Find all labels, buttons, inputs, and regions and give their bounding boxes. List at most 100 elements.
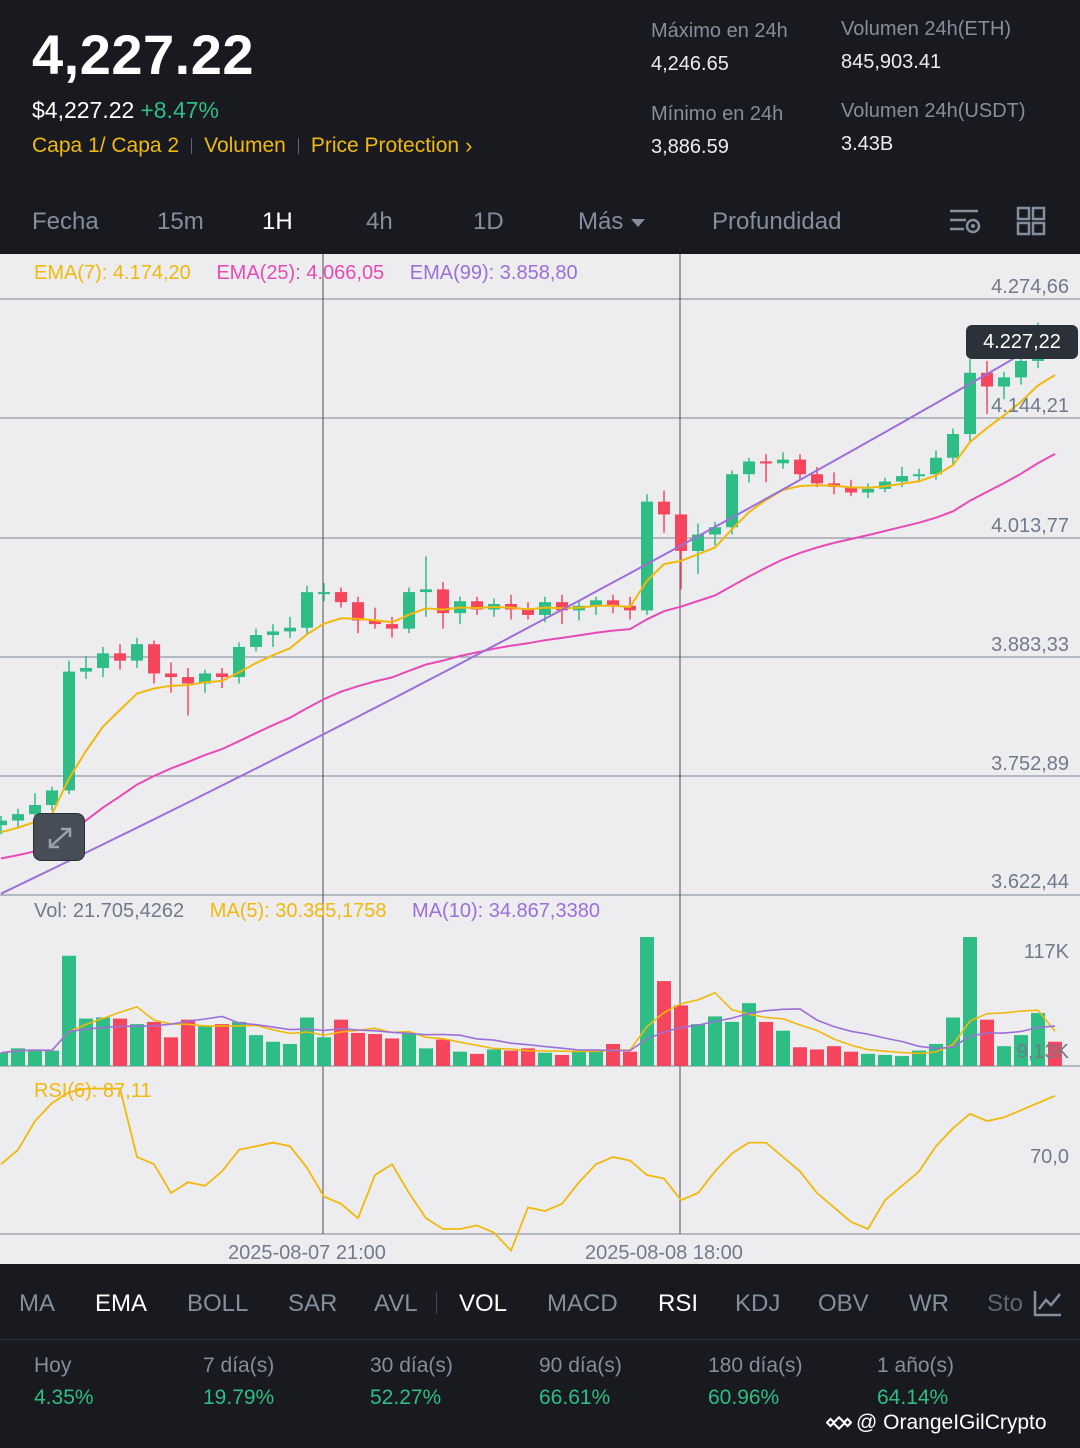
tab-4h[interactable]: 4h bbox=[366, 208, 393, 235]
candle-body bbox=[794, 459, 806, 475]
indicator-boll[interactable]: BOLL bbox=[187, 1290, 249, 1317]
indicator-ma[interactable]: MA bbox=[19, 1290, 55, 1317]
volume-legend: Vol: 21.705,4262 MA(5): 30.385,1758 MA(1… bbox=[34, 900, 620, 923]
perf-1y: 1 año(s) 64.14% bbox=[877, 1354, 954, 1410]
rsi-legend: RSI(6): 87,11 bbox=[34, 1080, 171, 1103]
candle-body bbox=[760, 461, 772, 464]
volume-bar bbox=[912, 1050, 926, 1066]
volume-bar bbox=[725, 1021, 739, 1066]
indicator-rsi[interactable]: RSI bbox=[658, 1290, 699, 1317]
tab-1h[interactable]: 1H bbox=[262, 208, 293, 235]
stat-volume-eth-value: 845,903.41 bbox=[841, 51, 942, 73]
volume-bar bbox=[606, 1043, 620, 1066]
indicator-vol[interactable]: VOL bbox=[459, 1290, 508, 1317]
indicator-wr[interactable]: WR bbox=[909, 1290, 949, 1317]
tab-depth[interactable]: Profundidad bbox=[712, 208, 842, 235]
interval-tabs: Fecha 15m 1H 4h 1D Más Profundidad bbox=[0, 190, 1080, 254]
price-axis-label: 4.144,21 bbox=[991, 395, 1069, 417]
perf-label: 90 día(s) bbox=[539, 1354, 622, 1377]
volume-bar bbox=[759, 1021, 773, 1066]
expand-button[interactable] bbox=[33, 813, 85, 861]
ema7-legend: EMA(7): 4.174,20 bbox=[34, 262, 191, 284]
perf-value: 66.61% bbox=[539, 1386, 611, 1409]
stat-low-label: Mínimo en 24h bbox=[651, 103, 784, 125]
volume-bar bbox=[980, 1019, 994, 1066]
tab-more[interactable]: Más bbox=[578, 208, 646, 236]
volume-bar bbox=[283, 1043, 297, 1066]
perf-90d: 90 día(s) 66.61% bbox=[539, 1354, 622, 1410]
candle-body bbox=[913, 474, 925, 477]
perf-7d: 7 día(s) 19.79% bbox=[203, 1354, 274, 1410]
candle-body bbox=[624, 605, 636, 611]
ema99-line bbox=[0, 333, 1056, 895]
stat-volume-eth-label: Volumen 24h(ETH) bbox=[841, 18, 1012, 40]
watermark-text: @ OrangeIGilCrypto bbox=[856, 1411, 1047, 1434]
tag-layer[interactable]: Capa 1/ Capa 2 bbox=[32, 134, 180, 157]
candle-body bbox=[216, 673, 228, 678]
volume-bar bbox=[334, 1019, 348, 1066]
indicator-macd[interactable]: MACD bbox=[547, 1290, 618, 1317]
vol-axis-label: 117K bbox=[1023, 941, 1069, 963]
volume-bar bbox=[368, 1034, 382, 1066]
volume-bar bbox=[453, 1051, 467, 1066]
ema99-legend: EMA(99): 3.858,80 bbox=[409, 262, 578, 284]
indicator-sar[interactable]: SAR bbox=[288, 1290, 338, 1317]
volume-bar bbox=[487, 1049, 501, 1066]
indicator-obv[interactable]: OBV bbox=[818, 1290, 869, 1317]
candle-body bbox=[403, 592, 415, 629]
rsi-polyline bbox=[0, 1087, 1056, 1253]
tag-row: Capa 1/ Capa 2 Volumen Price Protection … bbox=[32, 133, 472, 159]
volume-bar bbox=[1014, 1035, 1028, 1066]
candle-body bbox=[590, 600, 602, 606]
chevron-right-icon[interactable]: › bbox=[465, 133, 473, 158]
volume-bar bbox=[470, 1053, 484, 1066]
volume-bar bbox=[266, 1041, 280, 1066]
perf-today: Hoy 4.35% bbox=[34, 1354, 94, 1410]
volume-bars bbox=[0, 937, 1062, 1066]
ema7-line bbox=[0, 374, 1056, 834]
ema-lines bbox=[0, 333, 1056, 895]
candle-body bbox=[777, 459, 789, 464]
candle-body bbox=[420, 589, 432, 593]
candle-body bbox=[862, 488, 874, 493]
rsi-axis-label: 70,0 bbox=[1030, 1146, 1069, 1168]
volume-bar bbox=[657, 981, 671, 1066]
tag-volume[interactable]: Volumen bbox=[204, 134, 286, 157]
kline-chart[interactable]: EMA(7): 4.174,20 EMA(25): 4.066,05 EMA(9… bbox=[0, 254, 1080, 1264]
volume-bar bbox=[623, 1051, 637, 1066]
current-price-tag[interactable]: 4.227,22 bbox=[966, 325, 1078, 359]
fiat-price: $4,227.22 bbox=[32, 97, 135, 123]
time-axis-label: 2025-08-07 21:00 bbox=[228, 1242, 386, 1264]
last-price: 4,227.22 bbox=[32, 23, 254, 86]
volume-bar bbox=[11, 1048, 25, 1066]
volume-bar bbox=[249, 1035, 263, 1066]
volume-bar bbox=[589, 1049, 603, 1066]
volume-bar bbox=[521, 1048, 535, 1066]
volume-bar bbox=[793, 1047, 807, 1066]
indicator-chart-icon[interactable] bbox=[1032, 1288, 1064, 1318]
perf-30d: 30 día(s) 52.27% bbox=[370, 1354, 453, 1410]
candle-body bbox=[97, 653, 109, 668]
perf-value: 19.79% bbox=[203, 1386, 275, 1409]
grid-layout-icon[interactable] bbox=[1016, 206, 1046, 236]
indicator-avl[interactable]: AVL bbox=[374, 1290, 418, 1317]
kline-chart-canvas[interactable] bbox=[0, 254, 1080, 1264]
indicator-stoch[interactable]: Sto bbox=[987, 1290, 1024, 1317]
chart-settings-icon[interactable] bbox=[948, 206, 982, 236]
volume-bar bbox=[419, 1048, 433, 1066]
rsi-legend-text: RSI(6): 87,11 bbox=[34, 1080, 152, 1102]
volume-bar bbox=[538, 1052, 552, 1066]
tab-15m[interactable]: 15m bbox=[157, 208, 204, 235]
candle-body bbox=[29, 805, 41, 815]
tag-price-protection[interactable]: Price Protection bbox=[310, 134, 460, 157]
indicator-ema[interactable]: EMA bbox=[95, 1290, 148, 1317]
indicator-kdj[interactable]: KDJ bbox=[735, 1290, 781, 1317]
volume-bar bbox=[929, 1043, 943, 1066]
tab-1d[interactable]: 1D bbox=[473, 208, 504, 235]
stat-volume-usdt: Volumen 24h(USDT) 3.43B bbox=[841, 100, 1026, 156]
candle-body bbox=[335, 592, 347, 603]
price-axis-label: 3.752,89 bbox=[991, 753, 1069, 775]
tab-date[interactable]: Fecha bbox=[32, 208, 99, 235]
candle-body bbox=[301, 592, 313, 628]
binance-logo-icon bbox=[826, 1415, 852, 1431]
